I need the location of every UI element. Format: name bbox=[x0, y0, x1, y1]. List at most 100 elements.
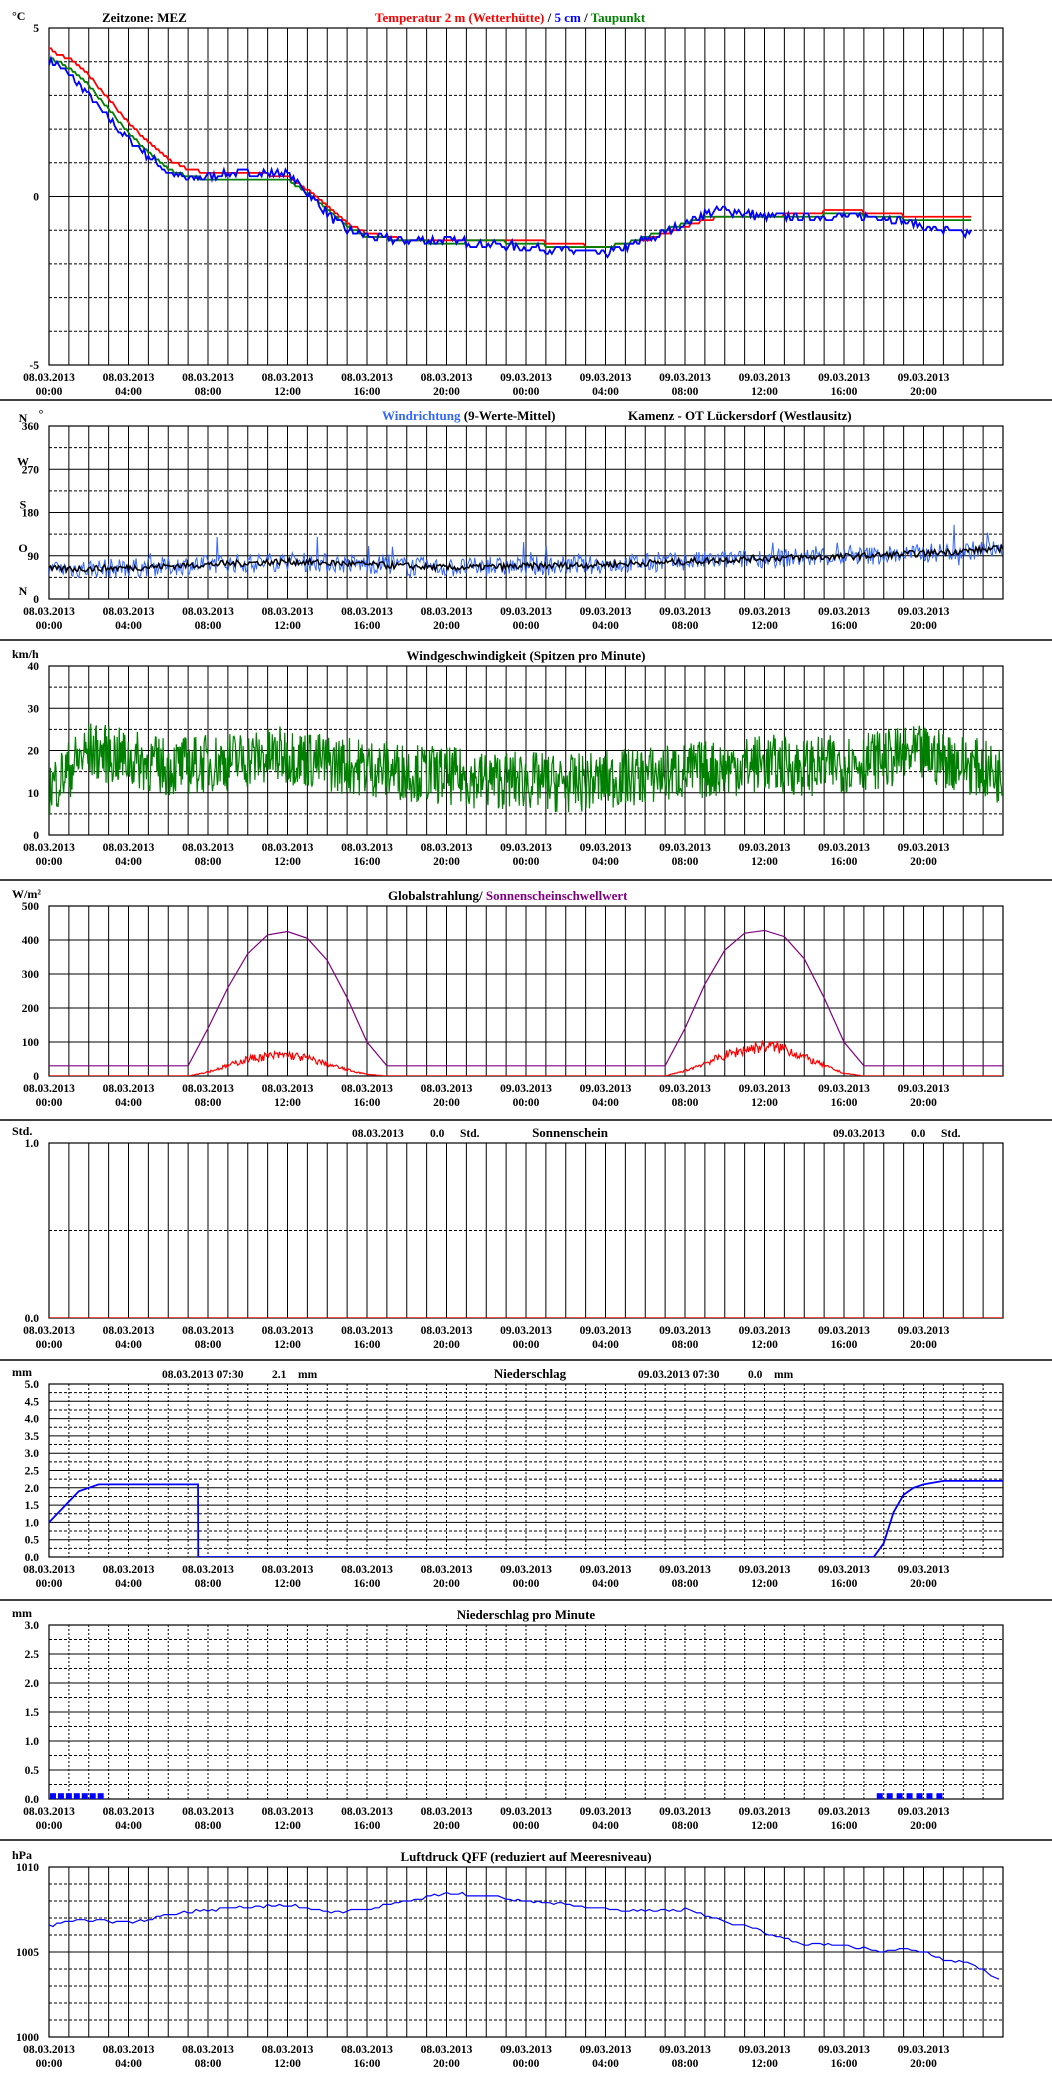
time-axis-hour: 12:00 bbox=[274, 2058, 301, 2070]
series-temp_5cm bbox=[49, 55, 972, 259]
time-axis-date: 09.03.2013 bbox=[898, 372, 950, 384]
time-axis-hour: 20:00 bbox=[433, 2058, 460, 2070]
time-axis-date: 09.03.2013 bbox=[818, 842, 870, 854]
y-unit-label: Std. bbox=[12, 1124, 32, 1138]
time-axis-hour: 20:00 bbox=[433, 1820, 460, 1832]
time-axis-hour: 12:00 bbox=[751, 620, 778, 632]
y-tick-label: 400 bbox=[22, 935, 40, 947]
day-total-unit: Std. bbox=[941, 1128, 961, 1140]
time-axis-date: 08.03.2013 bbox=[103, 372, 155, 384]
y-tick-label: 0 bbox=[33, 830, 39, 842]
time-axis-date: 09.03.2013 bbox=[739, 1564, 791, 1576]
time-axis-hour: 12:00 bbox=[751, 856, 778, 868]
y-unit-label: hPa bbox=[12, 1848, 32, 1862]
time-axis-hour: 20:00 bbox=[433, 1339, 460, 1351]
time-axis-date: 09.03.2013 bbox=[818, 2044, 870, 2056]
time-axis-date: 09.03.2013 bbox=[898, 1564, 950, 1576]
time-axis-date: 09.03.2013 bbox=[818, 606, 870, 618]
time-axis-date: 08.03.2013 bbox=[262, 1083, 314, 1095]
time-axis-hour: 12:00 bbox=[751, 1820, 778, 1832]
day-total-value: 0.0 bbox=[911, 1128, 926, 1140]
time-axis-hour: 20:00 bbox=[433, 620, 460, 632]
legend-entry: (9-Werte-Mittel) bbox=[461, 408, 556, 423]
time-axis-date: 08.03.2013 bbox=[182, 1564, 234, 1576]
day-total-unit: mm bbox=[298, 1369, 318, 1381]
time-axis-hour: 00:00 bbox=[513, 620, 540, 632]
precip-bar bbox=[81, 1793, 88, 1799]
precip-bar bbox=[89, 1793, 96, 1799]
time-axis-date: 08.03.2013 bbox=[23, 1564, 75, 1576]
time-axis-date: 09.03.2013 bbox=[659, 606, 711, 618]
series-wind_dir_mean bbox=[49, 543, 1003, 574]
time-axis-hour: 00:00 bbox=[36, 386, 63, 398]
time-axis-date: 09.03.2013 bbox=[659, 2044, 711, 2056]
time-axis-hour: 12:00 bbox=[751, 2058, 778, 2070]
y-unit-label: km/h bbox=[12, 647, 39, 661]
time-axis-date: 08.03.2013 bbox=[23, 842, 75, 854]
time-axis-hour: 04:00 bbox=[592, 2058, 619, 2070]
y-tick-label: 0.5 bbox=[25, 1765, 40, 1777]
time-axis-date: 08.03.2013 bbox=[341, 372, 393, 384]
time-axis-hour: 20:00 bbox=[910, 2058, 937, 2070]
time-axis-date: 09.03.2013 bbox=[898, 606, 950, 618]
chart-precip_per_minute: 3.0 2.5 2.0 1.5 1.0 0.5 0.0 mm Niederschlag pro … bbox=[0, 1606, 1052, 1841]
precip-bar bbox=[886, 1793, 893, 1799]
chart-title: Sonnenschein bbox=[532, 1125, 609, 1140]
series-wind_speed bbox=[49, 723, 1003, 816]
time-axis-date: 08.03.2013 bbox=[262, 1806, 314, 1818]
time-axis-date: 08.03.2013 bbox=[103, 1083, 155, 1095]
series-pressure bbox=[49, 1891, 1000, 1980]
time-axis-hour: 08:00 bbox=[672, 1578, 699, 1590]
y-unit-label: W/m² bbox=[12, 887, 41, 901]
y-tick-label: 300 bbox=[22, 969, 40, 981]
time-axis-hour: 00:00 bbox=[513, 1820, 540, 1832]
time-axis-hour: 04:00 bbox=[115, 1820, 142, 1832]
time-axis-hour: 00:00 bbox=[513, 856, 540, 868]
time-axis-date: 09.03.2013 bbox=[580, 842, 632, 854]
time-axis-date: 08.03.2013 bbox=[421, 1806, 473, 1818]
time-axis-hour: 16:00 bbox=[831, 1820, 858, 1832]
y-tick-label: 100 bbox=[22, 1037, 40, 1049]
time-axis-date: 09.03.2013 bbox=[818, 372, 870, 384]
precip-bar bbox=[97, 1793, 104, 1799]
legend-entry: Globalstrahlung/ bbox=[388, 888, 486, 903]
legend: Temperatur 2 m (Wetterhütte) / 5 cm / Ta… bbox=[375, 10, 646, 25]
time-axis-date: 09.03.2013 bbox=[818, 1564, 870, 1576]
time-axis-date: 08.03.2013 bbox=[182, 2044, 234, 2056]
time-axis-hour: 20:00 bbox=[433, 1578, 460, 1590]
time-axis-hour: 20:00 bbox=[910, 620, 937, 632]
y-tick-label: 1.0 bbox=[25, 1138, 40, 1150]
time-axis-hour: 16:00 bbox=[354, 2058, 381, 2070]
time-axis-hour: 04:00 bbox=[115, 620, 142, 632]
time-axis-hour: 16:00 bbox=[354, 620, 381, 632]
time-axis-hour: 12:00 bbox=[274, 620, 301, 632]
y-tick-label: 0.0 bbox=[25, 1552, 40, 1564]
time-axis-hour: 16:00 bbox=[831, 1578, 858, 1590]
y-tick-label: 10 bbox=[28, 788, 40, 800]
time-axis-date: 09.03.2013 bbox=[500, 842, 552, 854]
time-axis-hour: 04:00 bbox=[592, 1578, 619, 1590]
y-tick-label: 0.0 bbox=[25, 1794, 40, 1806]
time-axis-date: 09.03.2013 bbox=[898, 1083, 950, 1095]
chart-title: Luftdruck QFF (reduziert auf Meeresnivea… bbox=[400, 1849, 651, 1864]
time-axis-date: 09.03.2013 bbox=[500, 1806, 552, 1818]
time-axis-hour: 08:00 bbox=[672, 1097, 699, 1109]
y-tick-label: 1.5 bbox=[25, 1500, 40, 1512]
time-axis-date: 09.03.2013 bbox=[739, 606, 791, 618]
time-axis-date: 09.03.2013 bbox=[739, 2044, 791, 2056]
time-axis-hour: 20:00 bbox=[433, 1097, 460, 1109]
y-tick-label: 1.0 bbox=[25, 1736, 40, 1748]
time-axis-date: 08.03.2013 bbox=[23, 2044, 75, 2056]
time-axis-hour: 16:00 bbox=[831, 620, 858, 632]
compass-label: N bbox=[19, 584, 28, 598]
precip-bar bbox=[49, 1793, 56, 1799]
time-axis-hour: 16:00 bbox=[354, 1097, 381, 1109]
time-axis-date: 08.03.2013 bbox=[421, 2044, 473, 2056]
time-axis-hour: 08:00 bbox=[672, 386, 699, 398]
time-axis-hour: 00:00 bbox=[513, 1339, 540, 1351]
time-axis-date: 08.03.2013 bbox=[341, 1325, 393, 1337]
time-axis-date: 09.03.2013 bbox=[898, 1325, 950, 1337]
time-axis-date: 09.03.2013 bbox=[898, 1806, 950, 1818]
time-axis-hour: 16:00 bbox=[354, 1820, 381, 1832]
